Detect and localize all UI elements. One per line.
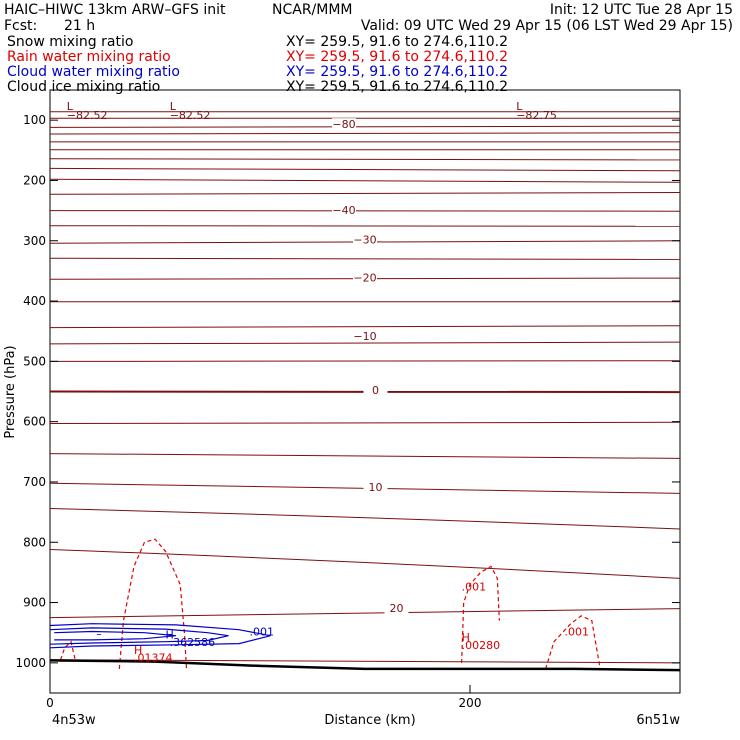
cloud-water-contour — [49, 627, 229, 645]
isotherm-label: −40 — [332, 204, 355, 217]
x-tick-label: 0 — [46, 696, 54, 710]
legend-xy-range: XY= 259.5, 91.6 to 274.6,110.2 — [286, 49, 508, 65]
isotherm-line — [49, 341, 681, 345]
y-tick-label: 1000 — [15, 656, 46, 670]
extremum-label: .362586 — [170, 636, 216, 649]
y-tick-label: 600 — [23, 415, 46, 429]
legend-xy-range: XY= 259.5, 91.6 to 274.6,110.2 — [286, 79, 508, 95]
isotherm-line — [49, 508, 681, 530]
extremum-label: −82.75 — [516, 109, 557, 122]
isotherm-label-bg — [384, 601, 409, 614]
legend-label: Snow mixing ratio — [7, 34, 133, 50]
extremum-label: −82.52 — [170, 109, 211, 122]
extremum-label: .00280 — [462, 639, 501, 652]
extremum-label: L — [67, 100, 74, 113]
isotherm-line — [49, 659, 681, 664]
isotherm-line — [49, 549, 681, 579]
isotherm-line — [49, 125, 681, 128]
isotherm-label-bg — [353, 329, 377, 342]
y-tick-label: 100 — [23, 113, 46, 127]
cloud-water-contour — [54, 630, 177, 641]
y-tick-label: 800 — [23, 535, 46, 549]
extremum-label: L — [516, 100, 523, 113]
extremum-label: −82.52 — [67, 109, 108, 122]
legend-xy-range: XY= 259.5, 91.6 to 274.6,110.2 — [286, 64, 508, 80]
isotherm-line — [49, 257, 681, 260]
extremum-label: – — [96, 628, 102, 641]
x-left-endpoint: 4n53w — [52, 713, 96, 728]
isotherm-line — [49, 360, 681, 362]
terrain-line — [49, 659, 681, 672]
x-right-endpoint: 6n51w — [636, 713, 680, 728]
isotherm-line — [49, 167, 681, 172]
valid-time: Valid: 09 UTC Wed 29 Apr 15 (06 LST Wed … — [361, 18, 733, 34]
rain-contour — [545, 615, 601, 670]
y-tick-label: 400 — [23, 294, 46, 308]
y-axis-title: Pressure (hPa) — [3, 345, 18, 438]
isotherm-label: 0 — [372, 384, 379, 397]
extremum-label: H — [166, 629, 174, 642]
x-axis-title: Distance (km) — [324, 713, 415, 728]
isotherm-label: 10 — [369, 481, 383, 494]
isotherm-label: −30 — [353, 233, 376, 246]
isotherm-label-bg — [332, 203, 356, 216]
isotherm-label-bg — [363, 481, 388, 494]
isotherm-label: −10 — [353, 330, 376, 343]
isotherm-line — [49, 453, 681, 459]
isotherm-line — [49, 178, 681, 183]
isotherm-line — [49, 225, 681, 227]
y-tick-label: 500 — [23, 354, 46, 368]
init-time: Init: 12 UTC Tue 28 Apr 15 — [550, 2, 733, 18]
legend-label: Cloud water mixing ratio — [7, 64, 180, 80]
rain-contour — [461, 565, 500, 663]
isotherm-label-bg — [353, 233, 377, 246]
rain-contour — [59, 640, 76, 660]
extremum-label: .001 — [565, 626, 590, 639]
isotherm-line — [49, 325, 681, 329]
legend-label: Cloud ice mixing ratio — [7, 79, 160, 95]
y-tick-label: 200 — [23, 173, 46, 187]
isotherm-label-bg — [363, 384, 388, 397]
forecast-label: Fcst: — [4, 18, 37, 34]
x-tick-label: 200 — [459, 696, 482, 710]
y-tick-label: 700 — [23, 475, 46, 489]
isotherm-line — [49, 210, 681, 212]
legend-label: Rain water mixing ratio — [7, 49, 171, 65]
extremum-label: .001 — [250, 626, 275, 639]
isotherm-label: −20 — [353, 271, 376, 284]
extremum-label: H — [134, 644, 142, 657]
isotherm-line — [49, 192, 681, 195]
extremum-label: .01374 — [134, 652, 173, 665]
cloud-water-contour — [49, 623, 271, 649]
isotherm-line — [49, 158, 681, 161]
isotherm-label-bg — [332, 118, 356, 131]
y-tick-label: 900 — [23, 596, 46, 610]
isotherm-line — [49, 421, 681, 424]
isotherm-label: −80 — [332, 118, 355, 131]
isotherm-line — [49, 608, 681, 619]
center-label: NCAR/MMM — [272, 2, 353, 18]
extremum-label: .001 — [462, 580, 487, 593]
extremum-label: H — [462, 631, 470, 644]
isotherm-label-bg — [353, 271, 377, 284]
rain-contour — [118, 538, 188, 669]
extremum-label: L — [170, 100, 177, 113]
figure-title: HAIC–HIWC 13km ARW–GFS init — [4, 2, 226, 18]
y-tick-label: 300 — [23, 234, 46, 248]
legend-xy-range: XY= 259.5, 91.6 to 274.6,110.2 — [286, 34, 508, 50]
forecast-hour: 21 h — [64, 18, 95, 34]
isotherm-line — [49, 132, 681, 135]
isotherm-label: 20 — [390, 602, 404, 615]
